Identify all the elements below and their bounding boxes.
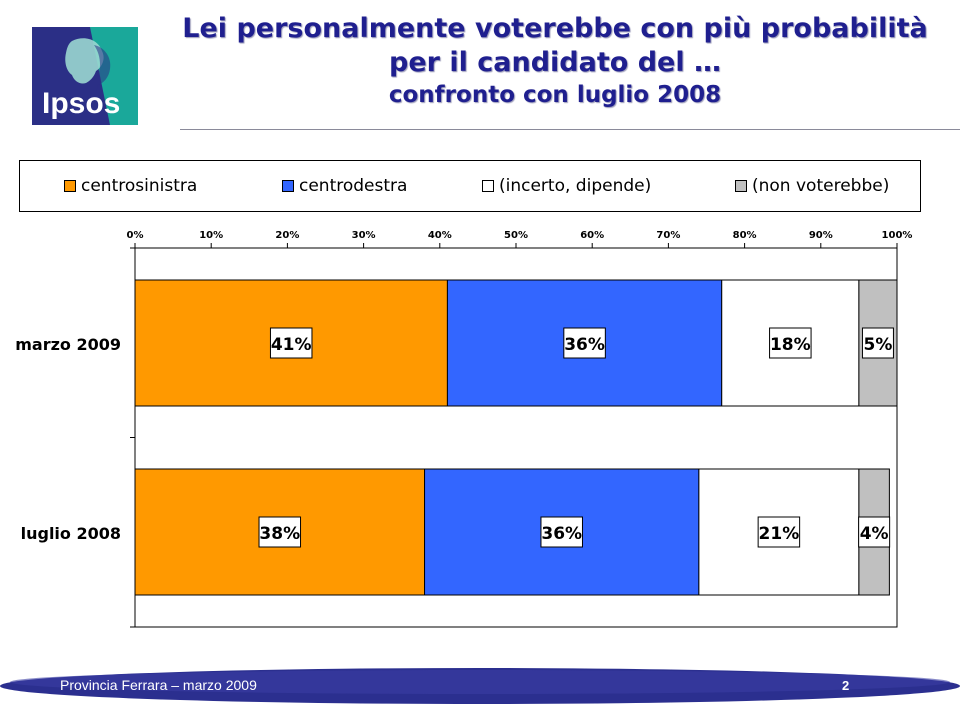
stacked-bar-chart: 0% 10% 20% 30% 40% 50% 60% 70% 80% 90% 100% marzo 2… (15, 230, 913, 628)
title-line-1: Lei personalmente voterebbe con più prob… (182, 13, 928, 44)
chart-legend: centrosinistra centrodestra (incerto, dipe… (19, 160, 921, 212)
legend-item-1: centrodestra (282, 176, 407, 196)
data-label: 41% (271, 335, 312, 355)
legend-swatch (282, 180, 294, 192)
data-label: 38% (259, 524, 300, 544)
legend-swatch (735, 180, 747, 192)
title-line-2: per il candidato del … (389, 47, 721, 78)
x-tick-label: 50% (504, 230, 528, 241)
x-tick-label: 30% (352, 230, 376, 241)
x-tick-label: 70% (656, 230, 680, 241)
data-label-box (269, 327, 313, 359)
page-number: 2 (842, 678, 850, 693)
ipsos-logo-icon: Ipsos (32, 27, 138, 125)
legend-label: centrodestra (299, 176, 408, 196)
x-tick-label: 40% (428, 230, 452, 241)
x-tick-label: 10% (199, 230, 223, 241)
legend-swatch (482, 180, 494, 192)
data-label-box (540, 516, 583, 548)
x-tick-label: 60% (580, 230, 604, 241)
data-label-box (258, 516, 302, 548)
footer-band (0, 668, 960, 704)
legend-label: (incerto, dipende) (499, 176, 652, 196)
legend-item-0: centrosinistra (64, 176, 197, 196)
category-label: marzo 2009 (15, 335, 121, 354)
title-divider (180, 129, 960, 130)
data-label-box (563, 327, 606, 359)
legend-item-2: (incerto, dipende) (482, 176, 651, 196)
legend-label: (non voterebbe) (752, 176, 890, 196)
data-label: 4% (860, 524, 889, 544)
slide-title: Lei personalmente voterebbe con più prob… (150, 12, 960, 110)
data-label-box (769, 327, 812, 359)
data-label: 18% (770, 335, 811, 355)
data-label: 36% (541, 524, 582, 544)
data-label-box (858, 516, 891, 548)
x-tick-label: 100% (882, 230, 913, 241)
ipsos-logo: Ipsos (32, 27, 138, 125)
data-label: 21% (759, 524, 800, 544)
x-tick-label: 90% (809, 230, 833, 241)
category-label: luglio 2008 (21, 524, 121, 543)
legend-item-3: (non voterebbe) (735, 176, 889, 196)
legend-swatch (64, 180, 76, 192)
footer-text: Provincia Ferrara – marzo 2009 (60, 677, 257, 693)
title-line-3: confronto con luglio 2008 (388, 82, 722, 108)
x-tick-label: 80% (733, 230, 757, 241)
data-label: 36% (564, 335, 605, 355)
data-label-box (861, 327, 894, 359)
legend-label: centrosinistra (81, 176, 198, 196)
data-label: 5% (864, 335, 893, 355)
svg-text:Ipsos: Ipsos (42, 87, 120, 120)
x-tick-label: 20% (275, 230, 299, 241)
x-tick-label: 0% (127, 230, 144, 241)
data-label-box (757, 516, 801, 548)
